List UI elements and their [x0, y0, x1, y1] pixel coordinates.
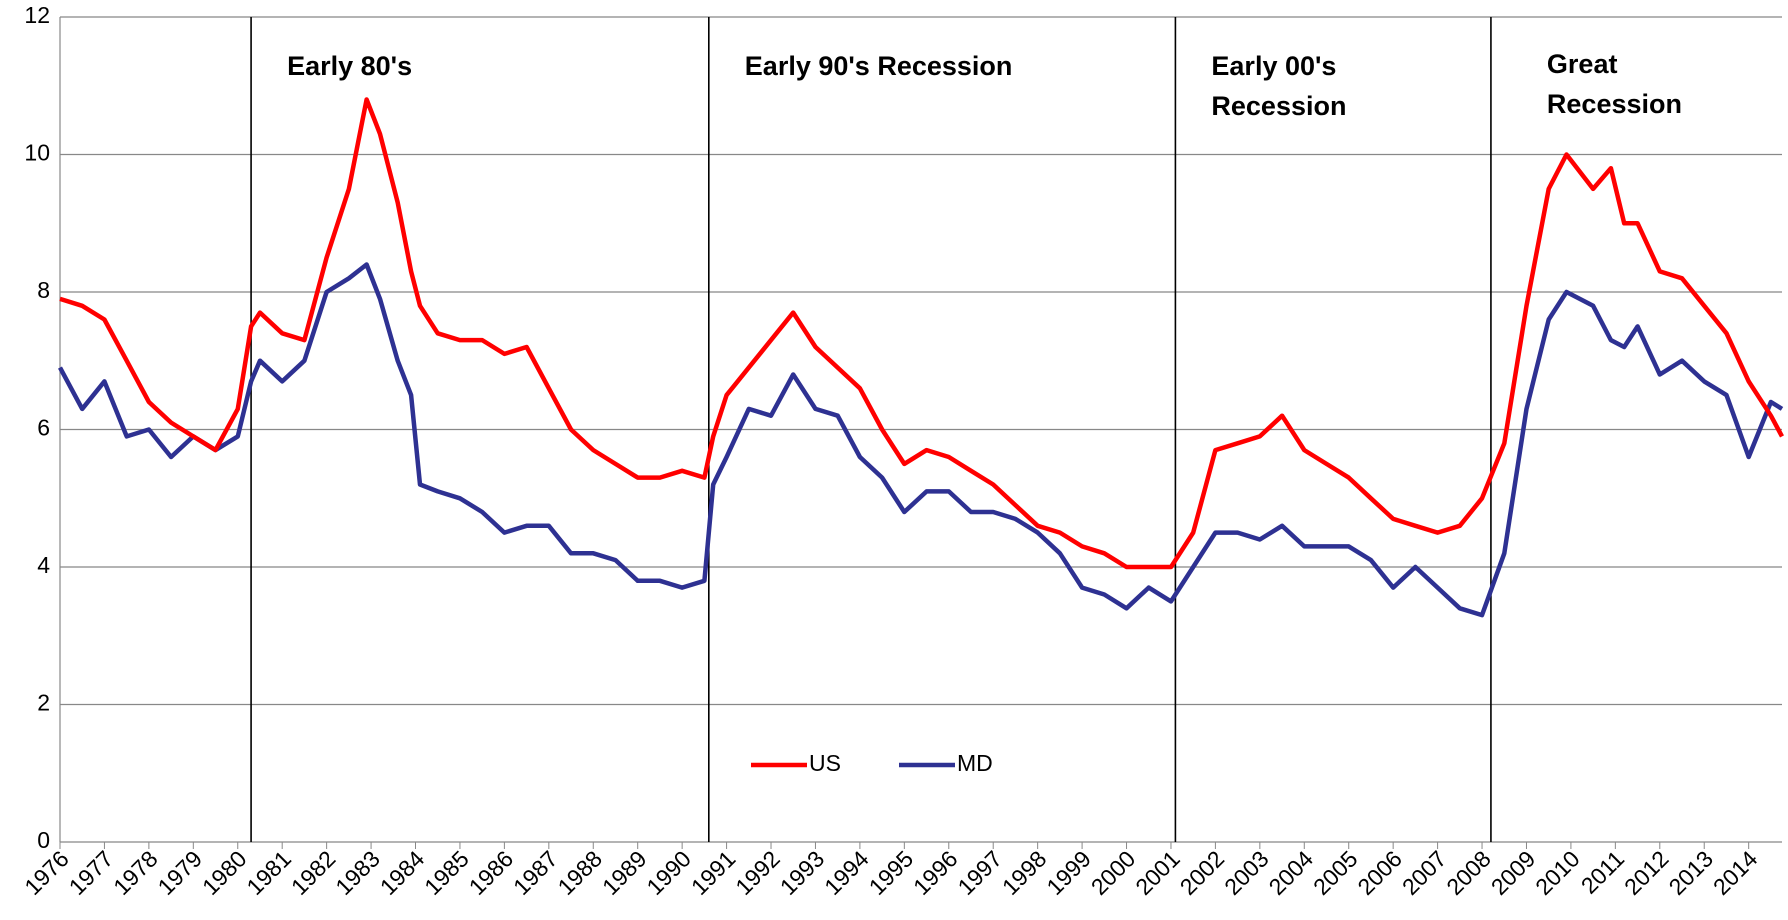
series-line [59, 97, 1784, 570]
x-tick-label: 2014 [1708, 845, 1763, 900]
x-tick-label: 1995 [864, 845, 919, 900]
recession-label: Early 00's [1211, 51, 1336, 81]
x-tick-label: 1981 [241, 845, 296, 900]
y-tick-label: 2 [37, 690, 50, 716]
y-tick-label: 10 [24, 140, 50, 166]
x-tick-label: 1997 [952, 845, 1007, 900]
x-tick-label: 1982 [286, 845, 341, 900]
x-tick-label: 2012 [1619, 845, 1674, 900]
x-tick-label: 2009 [1486, 845, 1541, 900]
x-tick-label: 2008 [1441, 845, 1496, 900]
recession-label: Recession [1211, 91, 1346, 121]
y-tick-label: 6 [37, 415, 50, 441]
x-tick-label: 1979 [153, 845, 208, 900]
x-tick-label: 1992 [730, 845, 785, 900]
x-tick-label: 1998 [997, 845, 1052, 900]
x-tick-label: 1986 [464, 845, 519, 900]
x-tick-label: 1996 [908, 845, 963, 900]
x-tick-label: 2006 [1352, 845, 1407, 900]
x-tick-label: 1990 [641, 845, 696, 900]
recession-label: Great [1547, 49, 1618, 79]
legend-label: US [809, 750, 841, 776]
x-tick-label: 1991 [686, 845, 741, 900]
x-tick-label: 1984 [375, 845, 430, 900]
x-tick-label: 1977 [64, 845, 119, 900]
x-tick-label: 1999 [1041, 845, 1096, 900]
series-line [58, 262, 1784, 618]
x-tick-label: 1994 [819, 845, 874, 900]
x-tick-label: 2001 [1130, 845, 1185, 900]
recession-label: Early 90's Recession [745, 51, 1013, 81]
recession-label: Recession [1547, 89, 1682, 119]
x-tick-label: 2003 [1219, 845, 1274, 900]
x-tick-label: 2007 [1397, 845, 1452, 900]
x-tick-label: 1988 [553, 845, 608, 900]
recession-label: Early 80's [287, 51, 412, 81]
x-tick-label: 2011 [1576, 845, 1629, 898]
x-tick-label: 2004 [1264, 845, 1319, 900]
x-tick-label: 1983 [330, 845, 385, 900]
y-tick-label: 12 [24, 2, 50, 28]
x-tick-label: 1985 [419, 845, 474, 900]
x-tick-label: 1987 [508, 845, 563, 900]
y-tick-label: 4 [37, 552, 50, 578]
legend-label: MD [957, 750, 993, 776]
y-tick-label: 8 [37, 277, 50, 303]
x-tick-label: 1976 [19, 845, 74, 900]
x-tick-label: 2013 [1663, 845, 1718, 900]
x-tick-label: 2010 [1530, 845, 1585, 900]
x-tick-label: 1993 [775, 845, 830, 900]
x-tick-label: 2005 [1308, 845, 1363, 900]
y-tick-label: 0 [37, 827, 50, 853]
x-tick-label: 2000 [1086, 845, 1141, 900]
x-tick-label: 1980 [197, 845, 252, 900]
x-tick-label: 1978 [108, 845, 163, 900]
x-tick-label: 2002 [1175, 845, 1230, 900]
x-tick-label: 1989 [597, 845, 652, 900]
